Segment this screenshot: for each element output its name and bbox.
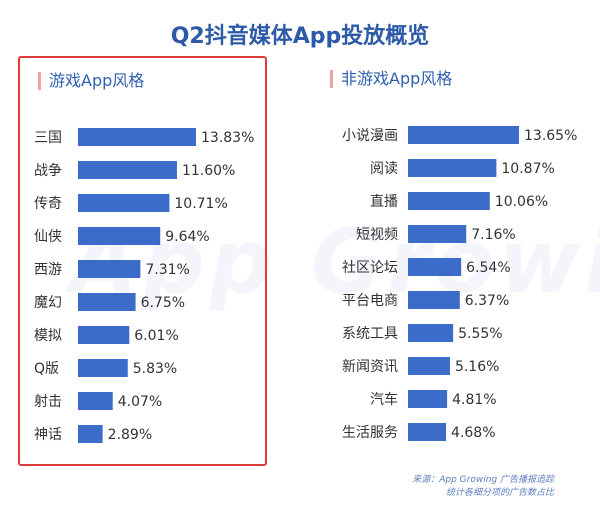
bar bbox=[408, 423, 447, 441]
value-label: 6.54% bbox=[466, 260, 510, 276]
value-label: 4.68% bbox=[451, 425, 495, 441]
page-title: Q2抖音媒体App投放概览 bbox=[170, 24, 430, 49]
category-label: 短视频 bbox=[356, 227, 398, 243]
bar bbox=[78, 326, 130, 344]
bar bbox=[78, 359, 128, 377]
game-style-bar-chart: 三国 13.83% 战争 11.60% 传奇 10.71% 仙侠 9.64% 西游 7.31% 魔幻… bbox=[34, 128, 254, 443]
source-note: 来源：App Growing 广告播报追踪 统计各细分项的广告数占比 bbox=[412, 474, 554, 500]
value-label: 2.89% bbox=[108, 427, 152, 443]
source-line-2: 统计各细分项的广告数占比 bbox=[445, 488, 554, 498]
category-label: 平台电商 bbox=[342, 293, 398, 309]
category-label: 系统工具 bbox=[342, 326, 398, 342]
bar bbox=[408, 258, 462, 276]
value-label: 11.60% bbox=[182, 163, 235, 179]
bar bbox=[408, 225, 467, 243]
bar bbox=[78, 425, 103, 443]
value-label: 6.75% bbox=[141, 295, 185, 311]
value-label: 6.01% bbox=[134, 328, 178, 344]
bar bbox=[78, 161, 177, 179]
value-label: 10.71% bbox=[174, 196, 227, 212]
source-line-1: 来源：App Growing 广告播报追踪 bbox=[412, 475, 554, 485]
bar bbox=[408, 159, 497, 177]
category-label: 小说漫画 bbox=[342, 128, 398, 144]
bar bbox=[408, 192, 490, 210]
bar bbox=[78, 128, 196, 146]
category-label: 战争 bbox=[34, 163, 62, 179]
non-game-style-panel: 非游戏App风格 小说漫画 13.65% 阅读 10.87% 直播 10.06% 短视频 7.… bbox=[320, 56, 580, 462]
category-label: 汽车 bbox=[370, 391, 398, 408]
bar bbox=[408, 291, 460, 309]
category-label: 仙侠 bbox=[34, 229, 62, 245]
bar bbox=[408, 357, 450, 375]
category-label: 西游 bbox=[34, 262, 62, 278]
bar bbox=[78, 194, 170, 212]
category-label: Q版 bbox=[34, 361, 59, 377]
category-label: 直播 bbox=[370, 193, 398, 210]
value-label: 5.16% bbox=[455, 359, 499, 375]
bar bbox=[78, 227, 161, 245]
non-game-style-heading: 非游戏App风格 bbox=[330, 70, 452, 88]
game-style-panel: 游戏App风格 三国 13.83% 战争 11.60% 传奇 10.71% 仙侠 9.64% 西… bbox=[18, 56, 267, 466]
category-label: 阅读 bbox=[370, 160, 398, 177]
value-label: 10.87% bbox=[501, 161, 554, 177]
category-label: 魔幻 bbox=[34, 295, 62, 311]
value-label: 7.31% bbox=[145, 262, 189, 278]
category-label: 三国 bbox=[34, 130, 62, 146]
bar bbox=[78, 260, 141, 278]
bar bbox=[408, 324, 454, 342]
bar bbox=[78, 392, 113, 410]
value-label: 7.16% bbox=[471, 227, 515, 243]
value-label: 5.83% bbox=[133, 361, 177, 377]
category-label: 社区论坛 bbox=[342, 260, 398, 276]
value-label: 10.06% bbox=[495, 194, 548, 210]
value-label: 6.37% bbox=[465, 293, 509, 309]
category-label: 传奇 bbox=[34, 195, 62, 212]
category-label: 射击 bbox=[34, 394, 62, 410]
value-label: 5.55% bbox=[458, 326, 502, 342]
value-label: 4.07% bbox=[118, 394, 162, 410]
value-label: 13.83% bbox=[201, 130, 254, 146]
non-game-style-bar-chart: 小说漫画 13.65% 阅读 10.87% 直播 10.06% 短视频 7.16% 社区论坛 6.… bbox=[342, 126, 577, 441]
category-label: 神话 bbox=[34, 427, 62, 443]
category-label: 新闻资讯 bbox=[342, 359, 398, 375]
bar bbox=[408, 390, 448, 408]
game-style-heading: 游戏App风格 bbox=[38, 72, 144, 90]
value-label: 13.65% bbox=[524, 128, 577, 144]
bar bbox=[78, 293, 136, 311]
value-label: 9.64% bbox=[165, 229, 209, 245]
category-label: 模拟 bbox=[34, 328, 62, 344]
value-label: 4.81% bbox=[452, 392, 496, 408]
category-label: 生活服务 bbox=[342, 425, 398, 441]
bar bbox=[408, 126, 519, 144]
